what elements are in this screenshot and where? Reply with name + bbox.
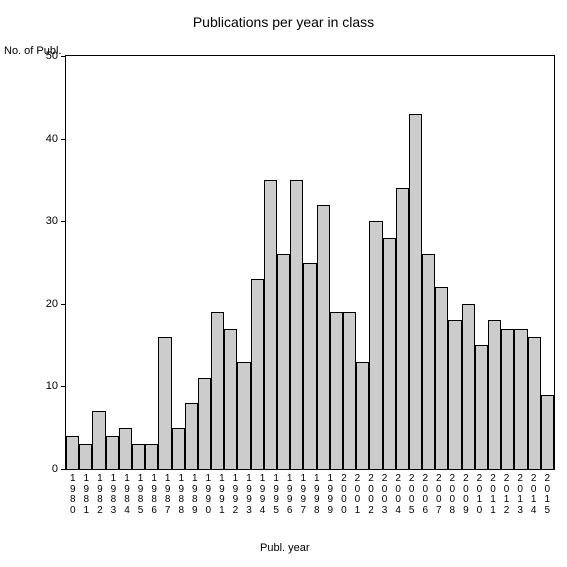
x-tick-label: 1 9 8 7 [165,474,171,516]
bar [237,362,250,469]
x-tick-label: 1 9 8 0 [70,474,76,516]
bar [396,188,409,469]
bar [409,114,422,469]
bar [422,254,435,469]
y-tick-label: 50 [46,50,66,62]
bar [264,180,277,469]
bar [290,180,303,469]
x-tick-label: 1 9 9 8 [314,474,320,516]
x-tick-label: 2 0 1 4 [531,474,537,516]
x-tick-label: 2 0 0 8 [450,474,456,516]
x-tick-label: 2 0 0 9 [463,474,469,516]
x-tick-label: 1 9 9 4 [260,474,266,516]
bar [198,378,211,469]
x-tick-label: 1 9 8 6 [151,474,157,516]
bar [66,436,79,469]
x-tick-label: 1 9 9 6 [287,474,293,516]
bar [488,320,501,469]
x-tick-label: 1 9 9 9 [328,474,334,516]
bar [185,403,198,469]
x-tick-label: 1 9 8 1 [84,474,90,516]
x-tick-label: 1 9 8 9 [192,474,198,516]
plot-area: 01020304050 [65,55,555,470]
x-tick-label: 1 9 9 5 [273,474,279,516]
x-tick-label: 2 0 0 6 [422,474,428,516]
bar [448,320,461,469]
x-tick-label: 1 9 8 3 [111,474,117,516]
x-tick-label: 1 9 8 5 [138,474,144,516]
x-tick-label: 1 9 9 7 [300,474,306,516]
bar [528,337,541,469]
x-tick-label: 2 0 0 4 [395,474,401,516]
bars-layer [66,56,554,469]
bar [317,205,330,469]
x-tick-label: 2 0 0 2 [368,474,374,516]
y-tick-label: 10 [46,380,66,392]
x-tick-label: 1 9 9 1 [219,474,225,516]
bar [369,221,382,469]
bar [501,329,514,469]
bar [541,395,554,469]
chart-title: Publications per year in class [0,14,567,30]
x-tick-label: 2 0 1 3 [517,474,523,516]
x-tick-label: 2 0 1 5 [544,474,550,516]
bar [79,444,92,469]
x-tick-label: 1 9 8 8 [178,474,184,516]
bar [303,263,316,470]
bar [92,411,105,469]
x-tick-label: 2 0 0 3 [382,474,388,516]
bar [172,428,185,469]
bar [330,312,343,469]
bar [277,254,290,469]
x-tick-label: 2 0 0 7 [436,474,442,516]
bar [158,337,171,469]
bar [132,444,145,469]
x-tick-label: 1 9 9 0 [206,474,212,516]
bar [514,329,527,469]
chart-container: Publications per year in class No. of Pu… [0,0,567,567]
y-tick-label: 40 [46,133,66,145]
y-tick-label: 20 [46,298,66,310]
bar [475,345,488,469]
x-tick-label: 1 9 9 2 [233,474,239,516]
bar [435,287,448,469]
x-axis-label: Publ. year [260,542,310,554]
y-tick-label: 0 [52,463,66,475]
bar [462,304,475,469]
x-tick-label: 2 0 0 5 [409,474,415,516]
bar [119,428,132,469]
y-tick-label: 30 [46,215,66,227]
bar [211,312,224,469]
bar [106,436,119,469]
bar [343,312,356,469]
bar [251,279,264,469]
x-tick-label: 2 0 0 0 [341,474,347,516]
x-tick-label: 2 0 0 1 [355,474,361,516]
bar [145,444,158,469]
x-tick-label: 1 9 8 2 [97,474,103,516]
bar [224,329,237,469]
bar [383,238,396,469]
x-tick-label: 2 0 1 2 [504,474,510,516]
x-tick-label: 1 9 9 3 [246,474,252,516]
x-tick-label: 2 0 1 0 [477,474,483,516]
x-tick-label: 2 0 1 1 [490,474,496,516]
x-tick-label: 1 9 8 4 [124,474,130,516]
bar [356,362,369,469]
